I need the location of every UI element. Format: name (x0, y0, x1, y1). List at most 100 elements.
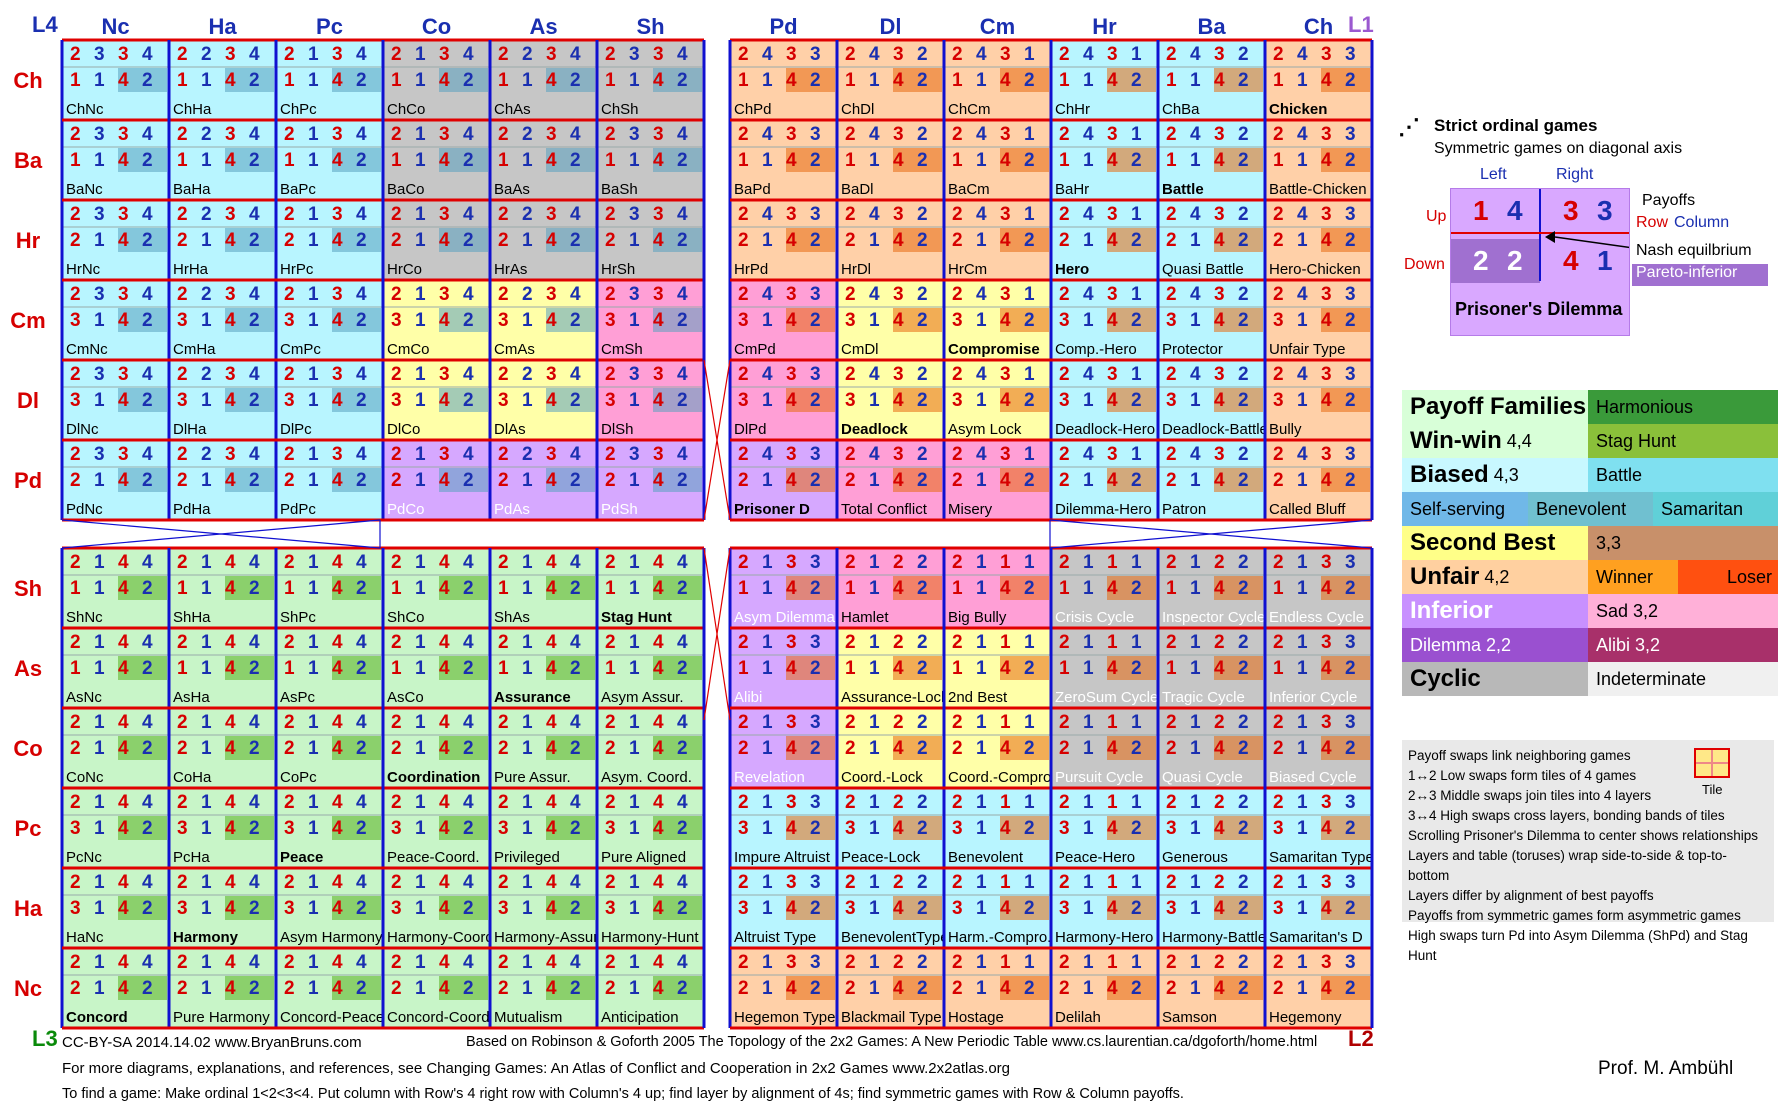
game-label: ChAs (494, 101, 531, 118)
column-payoff: 4 (1297, 44, 1308, 65)
column-payoff: 1 (1131, 792, 1142, 813)
game-label: Asym. Coord. (601, 769, 692, 786)
column-payoff: 2 (917, 444, 928, 465)
column-payoff: 2 (177, 792, 188, 813)
column-payoff: 4 (1297, 124, 1308, 145)
column-payoff: 2 (284, 792, 295, 813)
row-payoff: 1 (308, 978, 319, 999)
row-payoff: 2 (738, 978, 749, 999)
row-payoff: 4 (546, 230, 557, 251)
row-payoff: 2 (677, 150, 688, 171)
column-payoff: 3 (653, 204, 664, 225)
column-payoff: 2 (845, 204, 856, 225)
column-payoff: 3 (332, 444, 343, 465)
column-payoff: 2 (177, 364, 188, 385)
column-payoff: 2 (201, 124, 212, 145)
column-payoff: 1 (308, 632, 319, 653)
game-label: Peace (280, 849, 323, 866)
row-payoff: 3 (952, 390, 963, 411)
best-payoff-highlight (546, 976, 595, 1000)
game-label: PdNc (66, 501, 103, 518)
row-payoff: 3 (498, 390, 509, 411)
row-payoff: 1 (869, 70, 880, 91)
row-payoff: 1 (738, 578, 749, 599)
column-payoff: 3 (810, 712, 821, 733)
column-payoff: 4 (677, 792, 688, 813)
fam-title: Payoff Families (1402, 390, 1588, 424)
column-payoff: 1 (1024, 284, 1035, 305)
best-payoff-highlight (653, 308, 702, 332)
column-payoff: 1 (1024, 364, 1035, 385)
column-payoff: 3 (94, 124, 105, 145)
game-label: HrHa (173, 261, 209, 278)
column-payoff: 2 (605, 124, 616, 145)
column-payoff: 1 (629, 952, 640, 973)
column-payoff: 2 (952, 552, 963, 573)
row-payoff: 2 (142, 578, 153, 599)
row-payoff: 1 (869, 658, 880, 679)
column-payoff: 1 (976, 792, 987, 813)
column-payoff: 2 (498, 632, 509, 653)
column-payoff: 3 (1321, 712, 1332, 733)
best-payoff-highlight (546, 68, 595, 92)
column-payoff: 4 (463, 632, 474, 653)
best-payoff-highlight (1107, 576, 1156, 600)
column-payoff: 1 (308, 284, 319, 305)
row-payoff: 1 (629, 978, 640, 999)
row-payoff: 2 (177, 230, 188, 251)
row-payoff: 4 (225, 578, 236, 599)
column-payoff: 2 (738, 792, 749, 813)
column-payoff: 3 (1000, 44, 1011, 65)
row-payoff: 4 (1321, 310, 1332, 331)
column-payoff: 4 (249, 444, 260, 465)
row-payoff: 2 (917, 898, 928, 919)
row-payoff: 1 (1166, 150, 1177, 171)
row-payoff: 4 (786, 738, 797, 759)
best-payoff-highlight (332, 656, 381, 680)
column-payoff: 2 (605, 632, 616, 653)
row-payoff: 1 (629, 578, 640, 599)
column-payoff: 1 (308, 712, 319, 733)
column-payoff: 4 (546, 872, 557, 893)
row-payoff: 1 (1190, 898, 1201, 919)
row-payoff: 2 (917, 230, 928, 251)
row-payoff: 3 (738, 390, 749, 411)
row-payoff: 2 (284, 470, 295, 491)
column-payoff: 2 (177, 204, 188, 225)
row-payoff: 1 (629, 470, 640, 491)
row-payoff: 1 (1273, 70, 1284, 91)
fam-second-v: 3,3 (1588, 526, 1778, 560)
column-payoff: 3 (1107, 44, 1118, 65)
game-label: HrNc (66, 261, 101, 278)
column-payoff: 2 (1166, 872, 1177, 893)
game-label: Assurance (494, 689, 571, 706)
row-payoff: 4 (546, 818, 557, 839)
column-payoff: 3 (1214, 284, 1225, 305)
row-payoff: 1 (605, 70, 616, 91)
column-payoff: 1 (308, 952, 319, 973)
row-payoff: 2 (1024, 230, 1035, 251)
column-payoff: 2 (177, 632, 188, 653)
column-payoff: 3 (810, 204, 821, 225)
column-payoff: 3 (118, 364, 129, 385)
row-payoff: 2 (1131, 390, 1142, 411)
row-payoff: 2 (391, 470, 402, 491)
best-payoff-highlight (225, 576, 274, 600)
row-payoff: 4 (225, 70, 236, 91)
column-payoff: 2 (893, 712, 904, 733)
row-payoff: 3 (498, 310, 509, 331)
column-payoff: 1 (308, 204, 319, 225)
legend-right: Right (1556, 166, 1594, 183)
column-payoff: 3 (1345, 444, 1356, 465)
game-label: Total Conflict (841, 501, 928, 518)
column-header: Ha (208, 14, 237, 39)
fam-inferior: Inferior (1402, 594, 1588, 628)
column-payoff: 3 (1321, 444, 1332, 465)
row-payoff: 4 (225, 470, 236, 491)
